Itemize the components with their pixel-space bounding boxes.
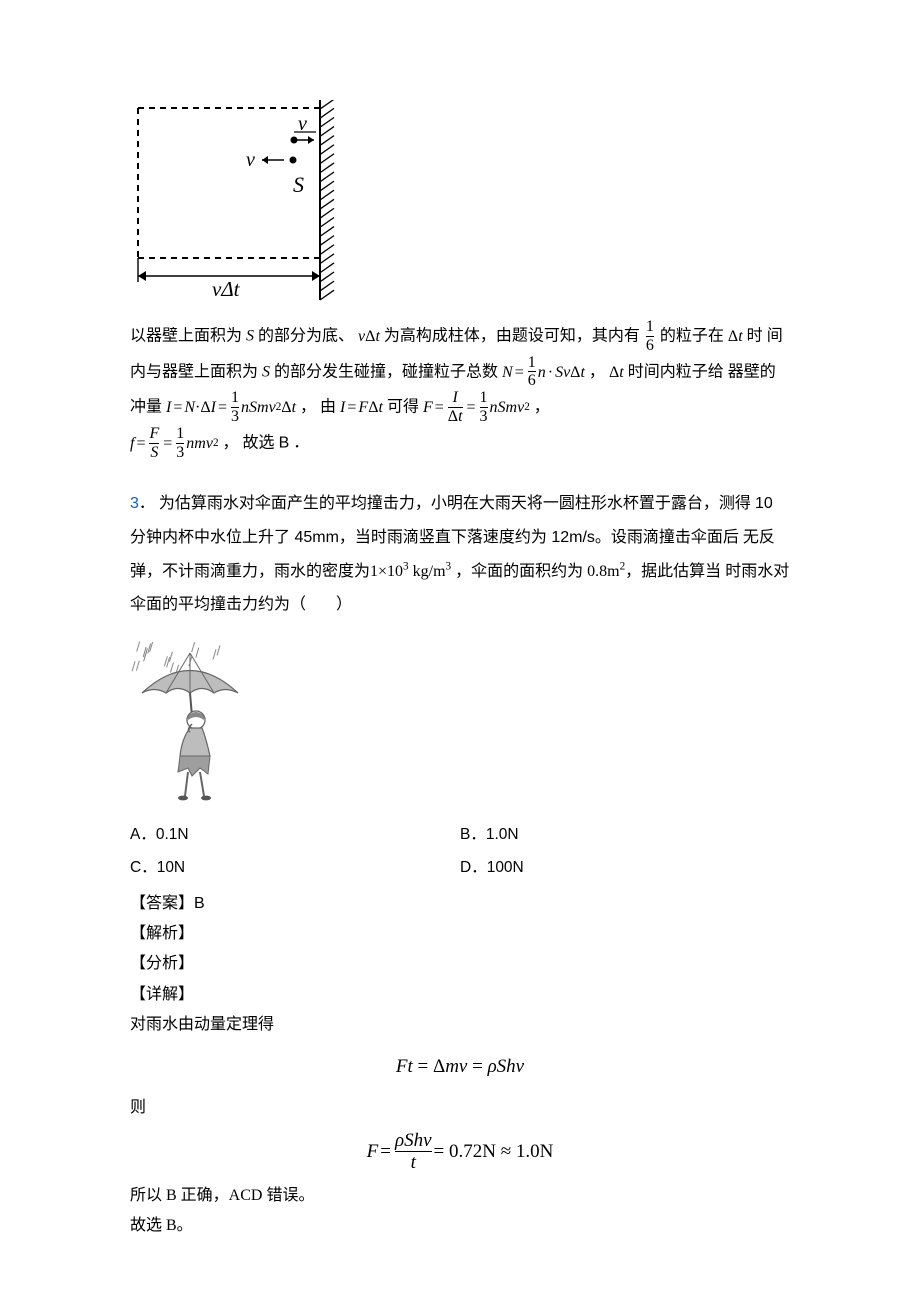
fenxi-label: 【分析】 [130,949,790,979]
detail-text: 对雨水由动量定理得 [130,1010,790,1040]
answer-value: B [194,895,205,912]
text: 为估算雨水对伞面产生的平均撞击力，小明在大雨天将一圆柱形水杯置于露台，测得 [159,495,751,512]
text: ， [534,399,550,416]
text: ， 由 [300,399,340,416]
equation-1: Ft = Δmv = ρShv [130,1049,790,1085]
option-d: D．100N [460,851,790,884]
density-value: 1×10 [370,563,403,580]
text: ． [293,434,309,451]
answer-line: 【答案】B [130,889,790,919]
equation-2: F= ρShvt = 0.72N ≈ 1.0N [130,1131,790,1173]
text: ， 故选 [223,434,279,451]
option-c: C．10N [130,851,460,884]
question-number: 3 [130,495,139,512]
answer-label: 【答案】 [130,895,194,912]
option-a: A．0.1N [130,818,460,851]
eq2-rhs: = 0.72N ≈ 1.0N [434,1134,554,1170]
text: ） [336,596,352,613]
density-unit: kg/m [409,563,446,580]
text: 的粒子在 [660,327,728,344]
question-3: 3． 为估算雨水对伞面产生的平均撞击力，小明在大雨天将一圆柱形水杯置于露台，测得… [130,487,790,621]
explanation-paragraph: 以器壁上面积为 S 的部分为底、 vΔt 为高构成柱体，由题设可知，其内有 16… [130,319,790,461]
particle-wall-diagram: v v SvΔt [130,100,790,305]
text: ， [589,363,609,380]
text: 以器壁上面积为 [130,327,246,344]
option-b: B．1.0N [460,818,790,851]
text: 时间内粒子给 [628,363,724,380]
text: ，伞面的面积约为 0.8m [455,563,619,580]
answer-letter: B [279,434,290,451]
text: ，据此估算当 [625,563,721,580]
detail-label: 【详解】 [130,980,790,1010]
density-unit-exp: 3 [446,560,452,572]
analysis-label: 【解析】 [130,919,790,949]
text: 的部分为底、 [258,327,354,344]
svg-text:S: S [293,172,304,197]
umbrella-illustration [130,638,790,808]
svg-text:v: v [246,149,255,171]
text: 的部分发生碰撞，碰撞粒子总数 [274,363,502,380]
options-list: A．0.1N B．1.0N C．10N D．100N [130,818,790,885]
svg-text:v: v [298,113,307,135]
text: 时 [747,327,763,344]
conclusion-line: 所以 B 正确，ACD 错误。 [130,1181,790,1211]
choose-line: 故选 B。 [130,1211,790,1241]
text: 可得 [387,399,423,416]
text: 为高构成柱体，由题设可知，其内有 [384,327,644,344]
svg-text:vΔt: vΔt [212,277,241,301]
dot: ． [139,495,155,512]
then-text: 则 [130,1093,790,1123]
